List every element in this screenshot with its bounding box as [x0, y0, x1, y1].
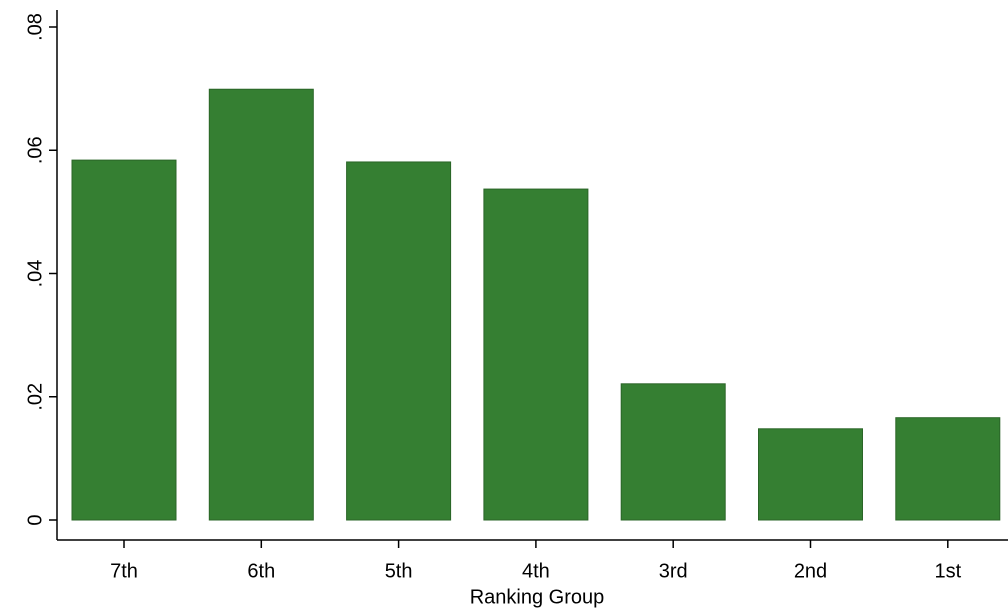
x-tick-label: 2nd [794, 560, 827, 582]
y-tick-label: .06 [24, 136, 46, 164]
x-tick-label: 3rd [659, 560, 688, 582]
x-tick-label: 5th [385, 560, 413, 582]
x-tick-label: 7th [110, 560, 138, 582]
bar [346, 161, 452, 521]
y-tick-label: 0 [24, 514, 46, 525]
x-axis-title: Ranking Group [470, 586, 605, 608]
y-tick-label: .04 [24, 260, 46, 288]
y-tick-label: .02 [24, 383, 46, 411]
bar [208, 88, 314, 521]
x-tick-label: 1st [934, 560, 961, 582]
bar [895, 417, 1001, 521]
x-tick-label: 4th [522, 560, 550, 582]
bar [758, 428, 863, 521]
y-tick-label: .08 [24, 13, 46, 41]
bar [483, 188, 589, 521]
bar [620, 383, 726, 521]
x-tick-label: 6th [247, 560, 275, 582]
bar [71, 159, 177, 521]
